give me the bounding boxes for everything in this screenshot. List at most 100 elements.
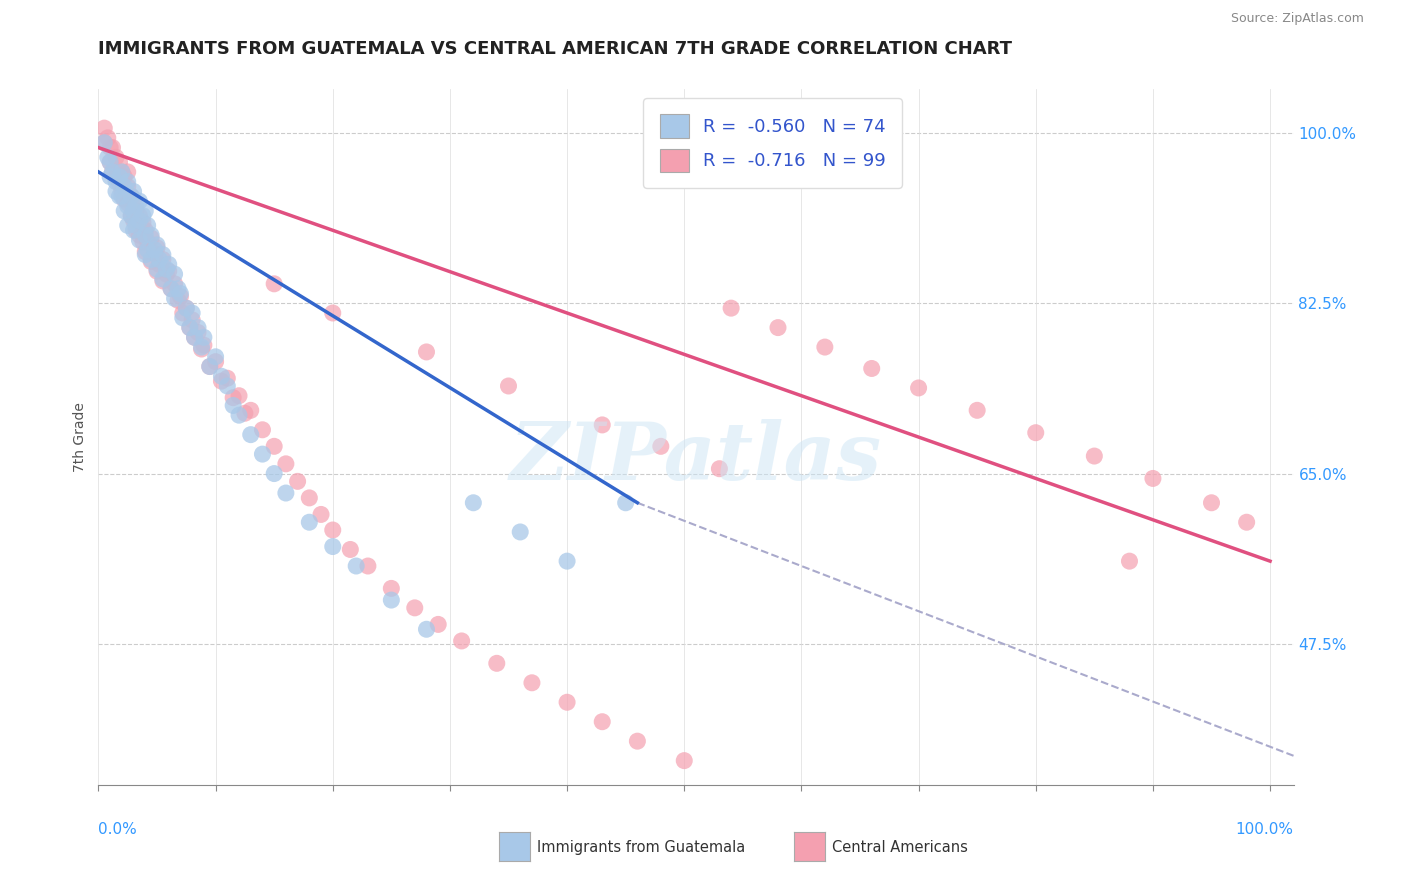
Point [128,233,150,247]
Point [128,194,150,208]
Point [120,209,142,223]
Point [198,359,221,374]
Point [298,515,321,529]
Point [141,254,163,268]
Point [98,155,121,169]
Point [404,600,426,615]
Point [101,140,124,154]
Point [93,136,115,150]
Point [626,734,648,748]
Point [217,371,239,385]
Point [228,389,250,403]
Point [204,350,226,364]
Point [111,165,134,179]
Point [167,282,190,296]
Point [239,427,262,442]
Point [357,559,380,574]
Point [122,203,145,218]
Point [105,150,127,164]
Point [766,320,789,334]
Point [146,264,169,278]
Point [112,203,135,218]
Point [222,391,245,405]
Point [125,219,148,233]
Point [120,209,142,223]
Point [174,301,197,315]
Point [112,169,135,184]
Point [415,622,437,636]
Point [141,228,163,243]
Point [143,246,166,260]
Text: IMMIGRANTS FROM GUATEMALA VS CENTRAL AMERICAN 7TH GRADE CORRELATION CHART: IMMIGRANTS FROM GUATEMALA VS CENTRAL AME… [98,40,1012,58]
Point [198,359,221,374]
Point [117,175,139,189]
Point [415,345,437,359]
Point [136,235,159,249]
Point [111,189,134,203]
Point [509,524,531,539]
Point [111,185,134,199]
Text: ZIPatlas: ZIPatlas [510,419,882,497]
Point [146,241,169,255]
Point [233,406,256,420]
Point [183,330,205,344]
Point [860,361,883,376]
Point [160,282,183,296]
Point [101,165,124,179]
Point [650,439,672,453]
Point [520,675,543,690]
Point [252,447,274,461]
Point [152,272,174,286]
Point [108,169,131,184]
Point [98,169,121,184]
Point [122,194,145,208]
Point [190,340,212,354]
Point [152,247,174,261]
Point [120,189,142,203]
Point [148,252,170,267]
Point [141,231,163,245]
Point [339,542,361,557]
Point [193,338,215,352]
Point [134,247,156,261]
Point [122,223,145,237]
Point [322,540,344,554]
Point [427,617,450,632]
Legend: R =  -0.560   N = 74, R =  -0.716   N = 99: R = -0.560 N = 74, R = -0.716 N = 99 [644,98,903,188]
Point [172,306,194,320]
Point [146,238,169,252]
Point [105,185,127,199]
Point [157,264,180,278]
Point [1118,554,1140,568]
Point [108,177,131,191]
Point [217,379,239,393]
Point [128,213,150,227]
Point [263,467,285,481]
Point [125,223,148,237]
Point [157,257,180,271]
Point [112,192,135,206]
Point [673,754,696,768]
Point [112,179,135,194]
Point [380,593,402,607]
Point [463,496,485,510]
Point [120,189,142,203]
Point [132,209,155,223]
Point [93,136,115,150]
Point [179,320,201,334]
Point [117,196,139,211]
Point [111,165,134,179]
Point [169,286,191,301]
Point [128,209,150,223]
Point [136,243,159,257]
Point [117,219,139,233]
Point [1083,449,1105,463]
Point [117,179,139,194]
Point [98,155,121,169]
Point [136,219,159,233]
Point [380,582,402,596]
Point [117,165,139,179]
Point [97,150,120,164]
Point [309,508,332,522]
Point [163,267,186,281]
